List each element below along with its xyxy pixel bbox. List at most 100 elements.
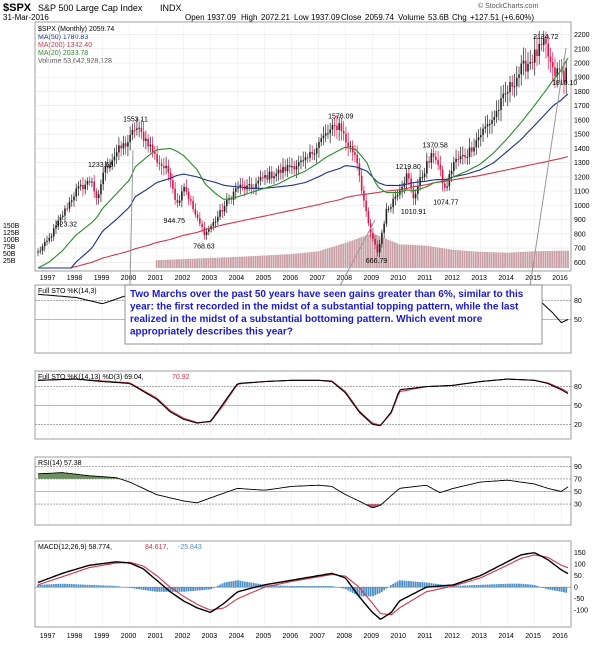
volume-bar — [407, 244, 410, 268]
volume-bar — [463, 250, 466, 268]
volume-bar — [456, 250, 459, 268]
candle-body — [565, 67, 568, 84]
candle-body — [82, 184, 84, 190]
volume-bar — [315, 251, 318, 268]
macd-histogram-bar — [495, 584, 498, 588]
macd-histogram-bar — [214, 586, 217, 588]
volume-bar — [333, 246, 336, 268]
price-tick-label: 1900 — [574, 75, 590, 82]
volume-bar — [542, 251, 545, 268]
candle-body — [86, 180, 89, 185]
macd-histogram-bar — [486, 584, 489, 588]
volume-bar — [371, 233, 374, 268]
candle-body — [324, 133, 327, 136]
candle-body — [309, 151, 311, 158]
volume-bar — [306, 252, 309, 268]
price-annotation: 923.32 — [56, 221, 78, 228]
macd-histogram-bar — [255, 583, 257, 588]
candle-body — [259, 177, 262, 181]
volume-bar — [176, 259, 178, 268]
legend-price: $SPX (Monthly) 2059.74 — [38, 26, 114, 33]
volume-bar — [160, 260, 163, 268]
macd-histogram-bar — [88, 584, 91, 588]
volume-bar — [326, 248, 329, 268]
volume-bar — [268, 255, 270, 268]
volume-bar — [558, 250, 560, 268]
year-label-bottom: 1997 — [40, 633, 56, 640]
price-tick-label: 2000 — [574, 61, 590, 68]
macd-histogram-bar — [174, 587, 177, 592]
macd-histogram-bar — [297, 586, 300, 588]
macd-histogram-bar — [466, 585, 469, 588]
candle-body — [64, 208, 66, 216]
macd-histogram-bar — [147, 587, 150, 591]
volume-bar — [445, 248, 448, 268]
candle-body — [453, 162, 455, 171]
candle-body — [381, 232, 383, 244]
volume-bar — [421, 245, 423, 268]
candle-body — [349, 145, 352, 147]
volume-bar — [553, 250, 556, 268]
macd-histogram-bar — [243, 581, 246, 588]
macd-histogram-bar — [100, 585, 102, 588]
volume-bar — [564, 250, 567, 268]
volume-bar — [245, 256, 248, 268]
candle-body — [318, 141, 320, 148]
osc-tick-label: 30 — [574, 502, 582, 509]
candle-body — [163, 165, 165, 169]
osc-tick-label: 80 — [574, 298, 582, 305]
macd-histogram-bar — [336, 587, 338, 588]
macd-histogram-bar — [187, 587, 190, 592]
macd-histogram-bar — [403, 580, 406, 588]
year-label-bottom: 1998 — [67, 633, 83, 640]
price-tick-label: 2100 — [574, 46, 590, 53]
candle-body — [282, 166, 284, 173]
macd-histogram-bar — [423, 582, 426, 588]
year-label-bottom: 2009 — [363, 633, 379, 640]
macd-tick-label: -50 — [574, 596, 584, 603]
volume-bar — [155, 260, 158, 268]
macd-histogram-bar — [279, 585, 282, 588]
candle-body — [111, 160, 113, 166]
candle-body — [118, 145, 120, 153]
volume-bar — [405, 244, 408, 268]
volume-bar — [380, 236, 383, 268]
close-value: 2059.74 — [365, 13, 394, 22]
macd-histogram-bar — [286, 585, 289, 588]
volume-bar — [288, 254, 291, 268]
macd-histogram-bar — [79, 584, 82, 588]
candle-body — [73, 196, 75, 201]
macd-histogram-bar — [558, 587, 561, 592]
volume-bar — [418, 245, 421, 268]
candle-body — [444, 183, 446, 188]
candle-body — [169, 172, 172, 181]
candle-body — [185, 186, 188, 192]
volume-bar — [193, 258, 196, 268]
candle-body — [509, 82, 511, 93]
macd-histogram-bar — [295, 586, 298, 588]
macd-histogram-bar — [95, 585, 98, 588]
macd-histogram-bar — [142, 587, 145, 590]
volume-bar — [490, 252, 493, 268]
macd-histogram-bar — [64, 583, 66, 588]
candle-body — [360, 175, 363, 191]
volume-bar — [391, 241, 394, 268]
candle-body — [68, 201, 71, 209]
volume-bar — [252, 256, 255, 268]
macd-histogram-bar — [522, 583, 525, 588]
macd-histogram-bar — [68, 584, 71, 588]
year-label-top: 1998 — [67, 275, 83, 282]
candle-body — [347, 142, 349, 147]
price-tick-label: 2200 — [574, 32, 590, 39]
macd-histogram-bar — [149, 587, 152, 591]
volume-bar — [479, 251, 482, 268]
candle-body — [493, 117, 496, 121]
macd-histogram-bar — [491, 584, 493, 588]
open-value: 1937.09 — [207, 13, 236, 22]
volume-bar — [486, 252, 488, 268]
candle-body — [142, 132, 145, 141]
macd-histogram-bar — [356, 587, 359, 596]
macd-histogram-bar — [59, 583, 62, 588]
year-label-bottom: 2012 — [444, 633, 460, 640]
volume-bar — [403, 244, 405, 268]
